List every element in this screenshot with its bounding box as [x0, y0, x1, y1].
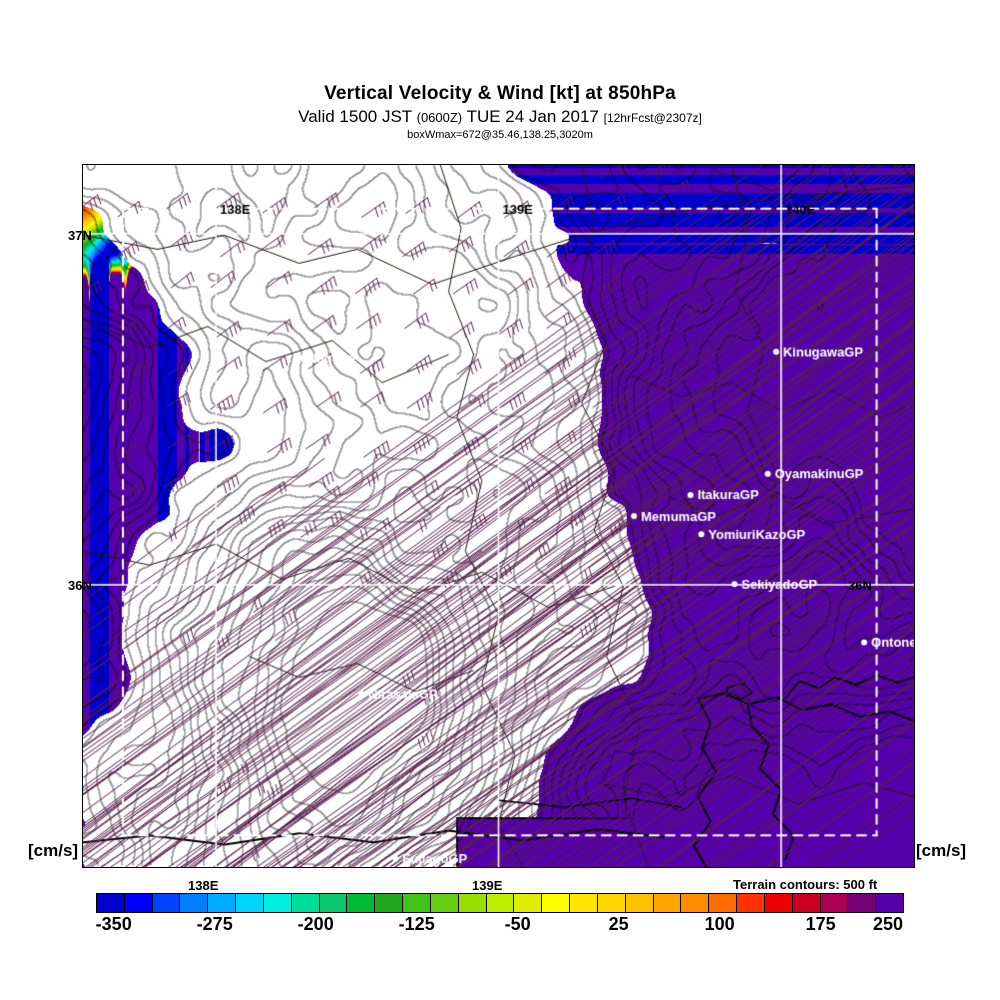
colorbar-swatch: [403, 894, 431, 912]
colorbar-swatch: [514, 894, 543, 912]
colorbar-swatch: [291, 894, 320, 912]
colorbar-ticklabels: -350 -275 -200 -125 -50 25 100 175 250: [96, 914, 904, 940]
colorbar-tick: -350: [95, 914, 132, 934]
colorbar-swatch: [681, 894, 710, 912]
colorbar-swatch: [152, 894, 181, 912]
boxwmax-label: boxWmax=672@35.46,138.25,3020m: [407, 129, 593, 141]
colorbar-swatch: [764, 894, 793, 912]
colorbar-tick: -125: [398, 914, 435, 934]
colorbar-swatch: [347, 894, 376, 912]
valid-date-label: TUE 24 Jan 2017: [466, 107, 599, 126]
colorbar-swatch: [820, 894, 849, 912]
unit-label-right: [cm/s]: [916, 841, 967, 860]
valid-time-label: Valid 1500 JST: [298, 107, 412, 126]
colorbar-swatch: [375, 894, 404, 912]
axis-label-lon-139e-bottom: 139E: [472, 878, 503, 893]
colorbar-swatch: [458, 894, 487, 912]
colorbar-swatch: [876, 894, 904, 912]
axis-label-lat-36n-right: 36N: [848, 578, 872, 593]
colorbar-swatch: [653, 894, 682, 912]
colorbar-swatch: [625, 894, 654, 912]
subtitle: Valid 1500 JST (0600Z) TUE 24 Jan 2017 […: [0, 106, 1000, 129]
colorbar-swatch: [792, 894, 821, 912]
colorbar-tick: 25: [608, 914, 629, 934]
colorbar-swatch: [597, 894, 626, 912]
colorbar-tick: 250: [872, 914, 904, 934]
colorbar-tick: -200: [297, 914, 334, 934]
colorbar-swatch: [570, 894, 598, 912]
colorbar-swatch: [542, 894, 571, 912]
colorbar-swatch: [486, 894, 515, 912]
unit-label-left: [cm/s]: [28, 841, 79, 860]
colorbar-swatch: [263, 894, 292, 912]
colorbar[interactable]: [96, 893, 904, 913]
colorbar-swatch: [97, 894, 125, 912]
colorbar-tick: -50: [504, 914, 531, 934]
forecast-hour-label: [12hrFcst@2307z]: [603, 111, 702, 125]
colorbar-swatch: [709, 894, 738, 912]
axis-label-lon-138e-bottom: 138E: [188, 878, 219, 893]
axis-label-lat-36n-left: 36N: [68, 578, 92, 593]
colorbar-swatch: [848, 894, 877, 912]
title-block: Vertical Velocity & Wind [kt] at 850hPa …: [0, 84, 1000, 142]
map-panel[interactable]: [82, 164, 915, 868]
colorbar-swatch: [124, 894, 153, 912]
colorbar-swatch: [180, 894, 209, 912]
colorbar-swatches[interactable]: [96, 893, 904, 913]
valid-utc-label: (0600Z): [416, 110, 463, 125]
page-title: Vertical Velocity & Wind [kt] at 850hPa: [324, 83, 676, 104]
vertical-velocity-map[interactable]: [83, 165, 914, 867]
colorbar-swatch: [208, 894, 237, 912]
colorbar-tick: 100: [704, 914, 735, 934]
colorbar-swatch: [236, 894, 264, 912]
colorbar-swatch: [430, 894, 459, 912]
colorbar-tick: -275: [196, 914, 233, 934]
colorbar-tick: 175: [805, 914, 836, 934]
colorbar-swatch: [319, 894, 348, 912]
axis-label-lat-37n: 37N: [68, 228, 92, 243]
terrain-contour-note: Terrain contours: 500 ft: [733, 877, 878, 892]
colorbar-swatch: [737, 894, 765, 912]
